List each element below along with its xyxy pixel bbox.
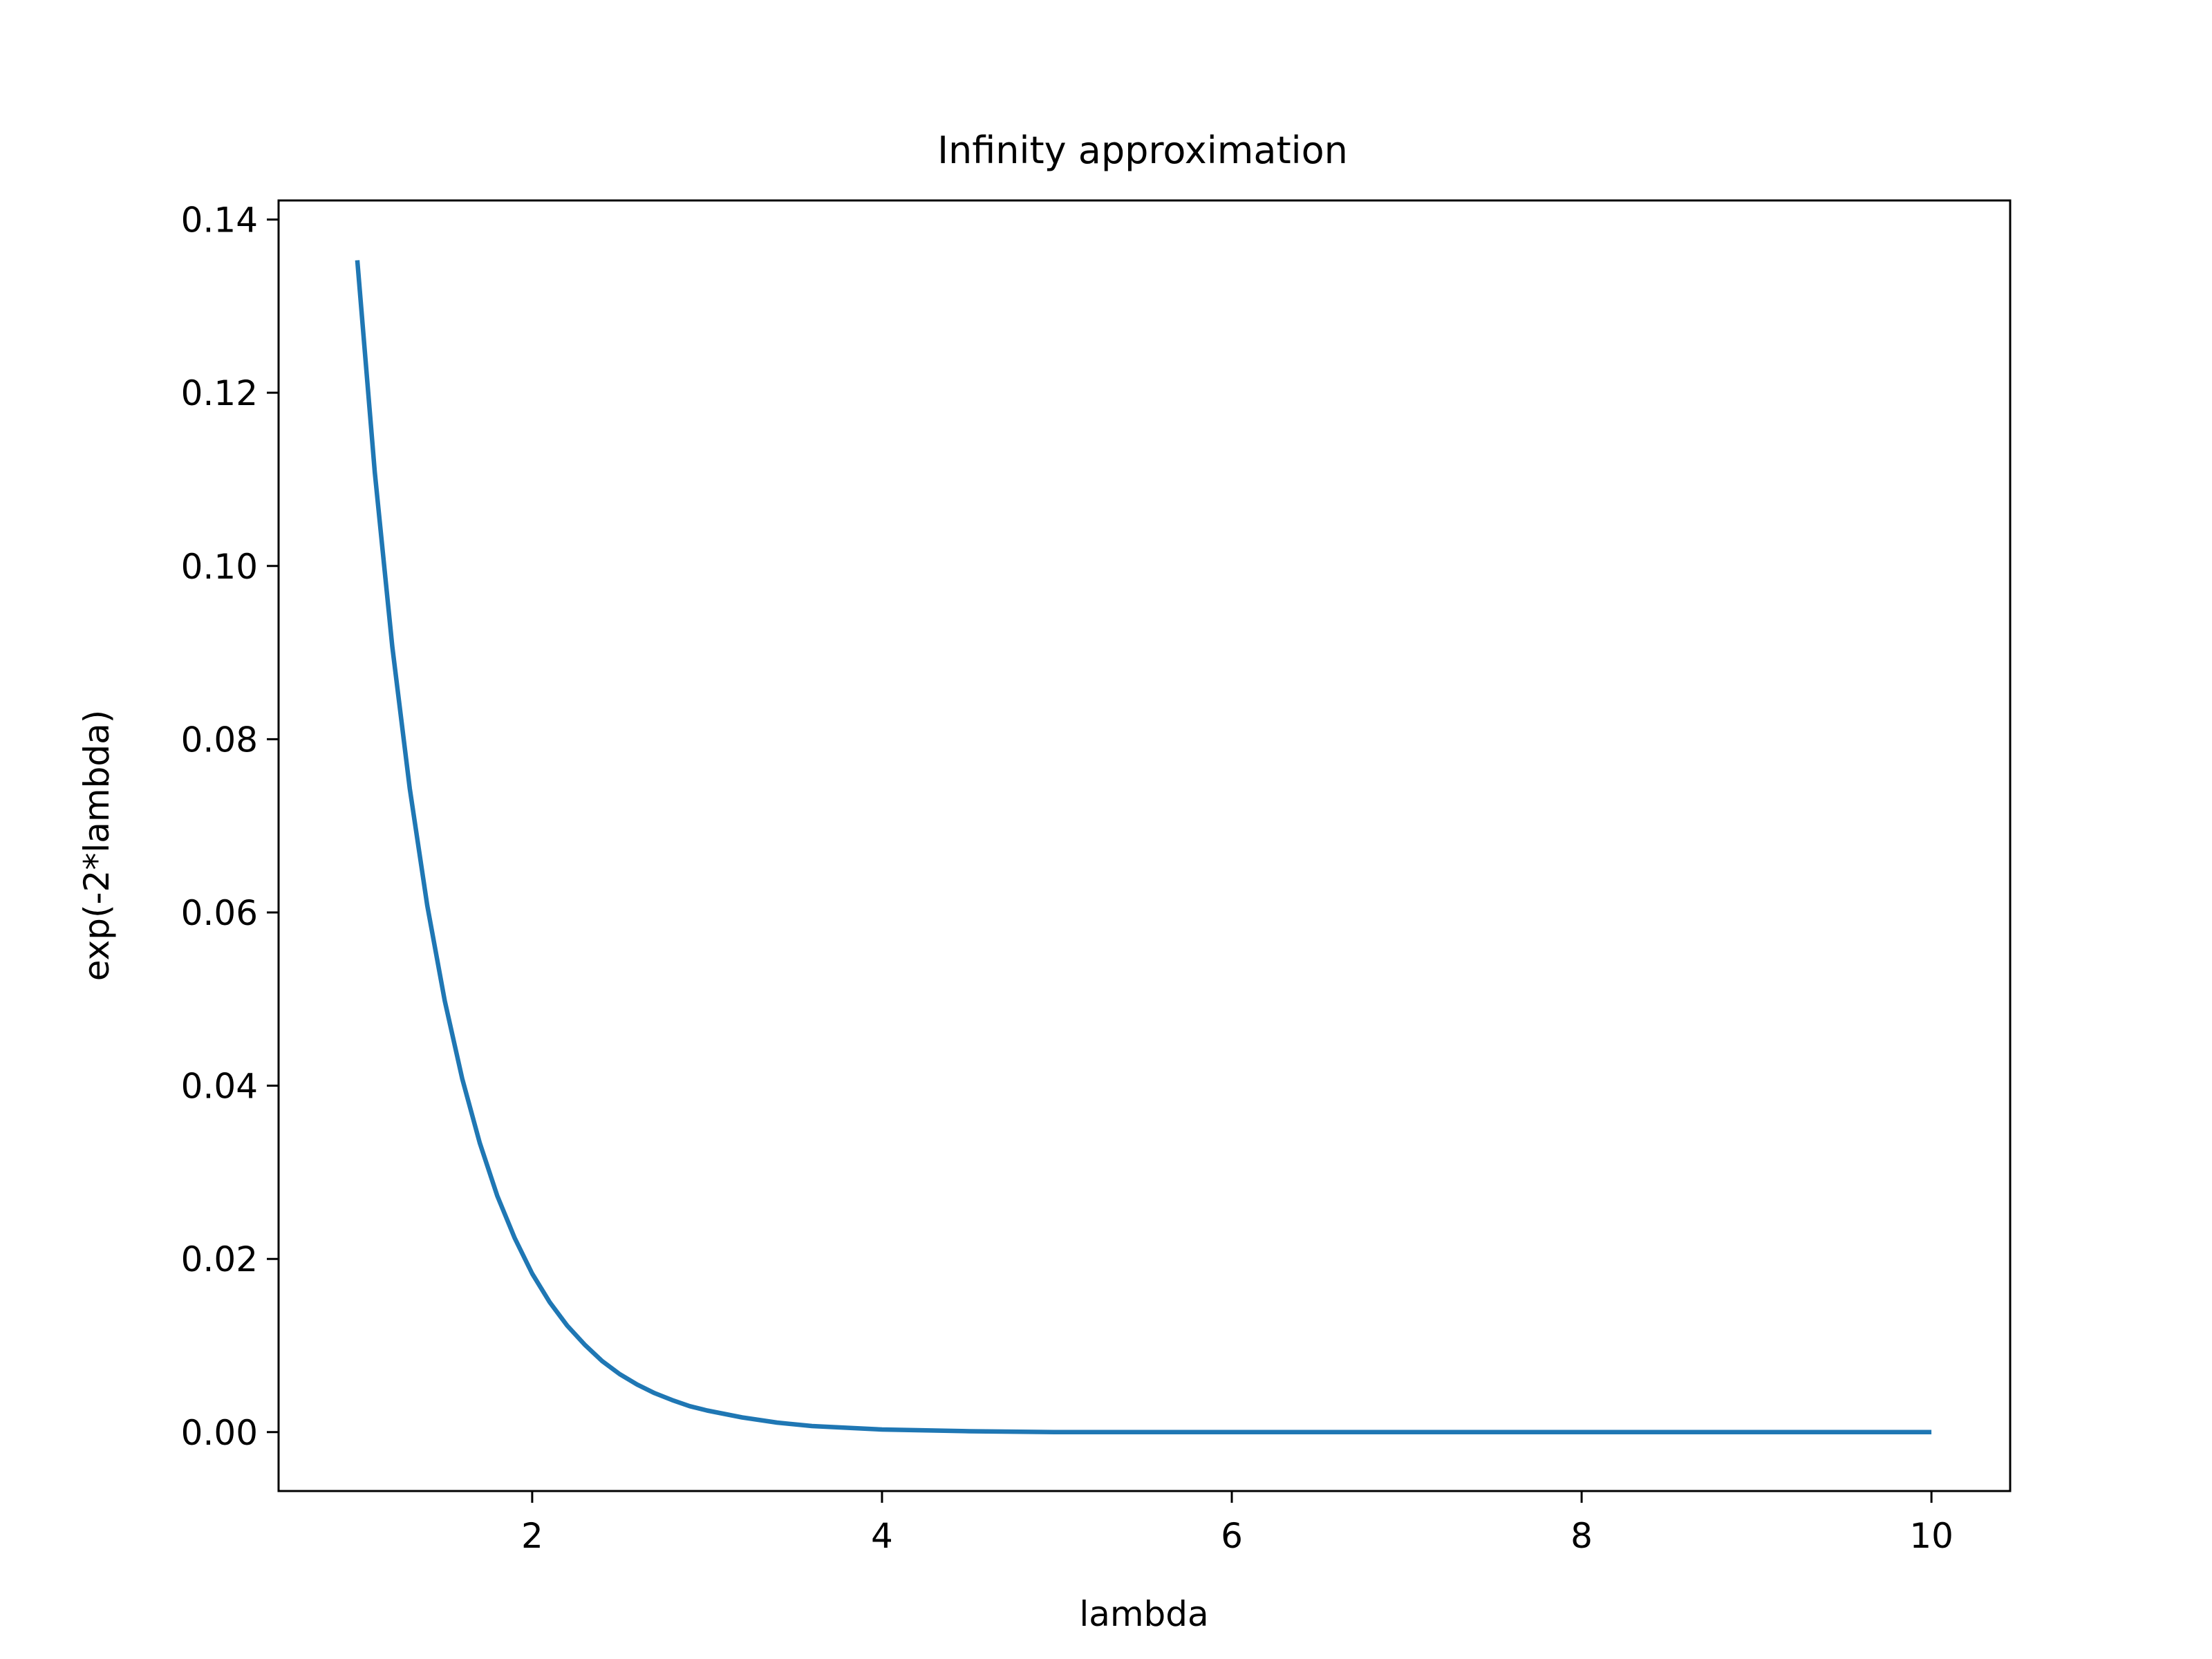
x-axis-ticks: 2 4 6 8 10	[521, 1491, 1953, 1556]
y-tick-label: 0.04	[181, 1067, 258, 1107]
y-tick-label: 0.14	[181, 200, 258, 241]
y-tick-label: 0.00	[181, 1413, 258, 1453]
x-axis-label: lambda	[1079, 1594, 1208, 1634]
plot-frame	[277, 199, 2012, 1492]
x-tick-label: 6	[1221, 1516, 1243, 1556]
y-tick-label: 0.02	[181, 1239, 258, 1280]
x-tick-label: 8	[1571, 1516, 1593, 1556]
y-tick-label: 0.08	[181, 720, 258, 760]
x-tick-label: 10	[1909, 1516, 1953, 1556]
x-tick-label: 4	[871, 1516, 893, 1556]
y-tick-label: 0.06	[181, 893, 258, 933]
chart-title: Infinity approximation	[937, 129, 1348, 172]
y-axis-ticks: 0.00 0.02 0.04 0.06 0.08 0.10 0.12 0.14	[181, 200, 279, 1453]
y-tick-label: 0.10	[181, 547, 258, 587]
y-axis-label: exp(-2*lambda)	[77, 710, 117, 981]
y-tick-label: 0.12	[181, 373, 258, 413]
series-line	[355, 260, 1932, 1435]
x-tick-label: 2	[521, 1516, 543, 1556]
plot-area	[355, 260, 1932, 1435]
